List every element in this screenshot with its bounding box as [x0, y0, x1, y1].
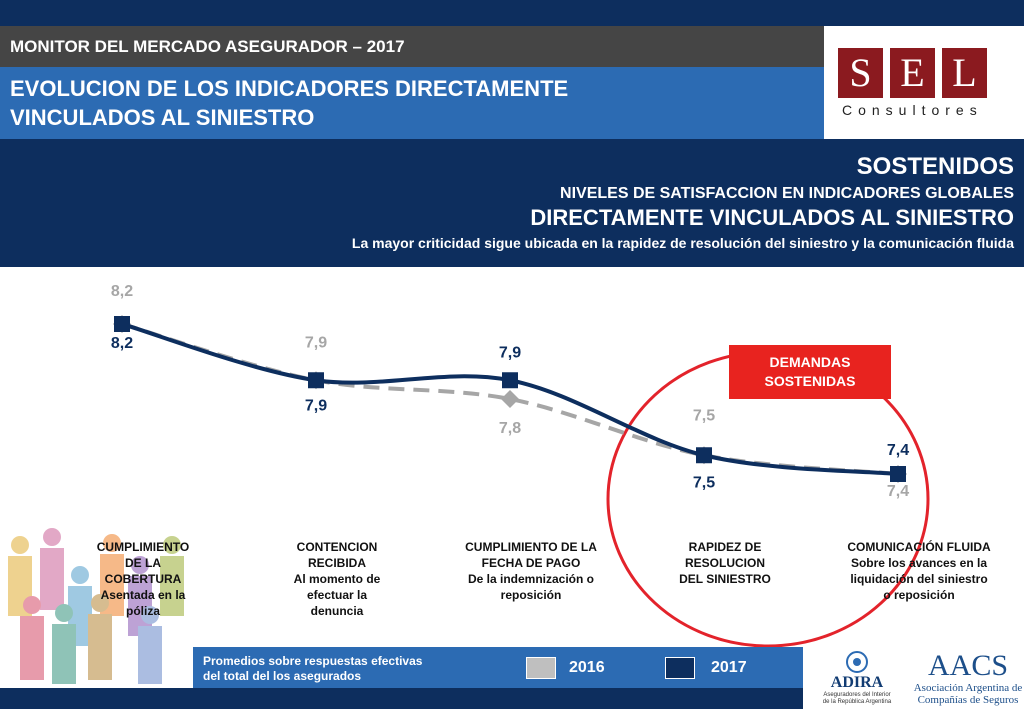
aacs-name: AACS: [927, 649, 1009, 682]
category-label-1: CONTENCION RECIBIDA Al momento de efectuar …: [252, 539, 422, 619]
logo-letter-l: L: [942, 48, 987, 98]
category-label-2-line-1: FECHA DE PAGO: [481, 556, 581, 570]
category-label-0-line-3: Asentada en la: [100, 588, 186, 602]
data-label-2017-3: 7,5: [693, 474, 715, 491]
data-label-2016-0: 8,2: [111, 283, 133, 300]
category-label-0-line-4: póliza: [125, 604, 160, 618]
logo-letter-s: S: [838, 48, 883, 98]
data-label-2017-1: 7,9: [305, 397, 327, 414]
adira-logo: ADIRA Aseguradores del Interior de la Re…: [812, 650, 902, 706]
legend-swatch-2017: [665, 657, 695, 679]
section-title-line2: VINCULADOS AL SINIESTRO: [10, 105, 315, 130]
category-label-2-line-3: reposición: [500, 588, 562, 602]
category-label-3-line-1: RESOLUCION: [684, 556, 765, 570]
category-label-3-line-2: DEL SINIESTRO: [679, 572, 771, 586]
category-label-1-line-1: RECIBIDA: [307, 556, 366, 570]
demand-callout: DEMANDAS SOSTENIDAS: [729, 345, 891, 399]
footer-note: Promedios sobre respuestas efectivas del…: [203, 654, 422, 684]
category-label-0: CUMPLIMIENTO DE LA COBERTURA Asentada en la…: [58, 539, 228, 619]
data-label-2017-4: 7,4: [887, 442, 909, 459]
adira-sub2: de la República Argentina: [822, 699, 892, 705]
legend-label-2016: 2016: [569, 659, 605, 676]
aacs-sub1: Asociación Argentina de: [913, 682, 1023, 694]
marker-2017-4: [890, 466, 906, 482]
category-label-3-line-0: RAPIDEZ DE: [688, 540, 762, 554]
adira-sub1: Aseguradores del Interior: [823, 692, 891, 698]
category-label-1-line-3: efectuar la: [306, 588, 368, 602]
top-strip: [0, 0, 1024, 26]
category-label-2: CUMPLIMIENTO DE LA FECHA DE PAGO De la ind…: [446, 539, 616, 603]
marker-2017-3: [696, 447, 712, 464]
aacs-sub2: Compañías de Seguros: [917, 694, 1019, 706]
demand-callout-line1: DEMANDAS: [769, 354, 851, 370]
people-illustration: [8, 528, 184, 684]
category-label-0-line-1: DE LA: [125, 556, 161, 570]
category-label-0-line-0: CUMPLIMIENTO: [96, 540, 190, 554]
logo-letter-e: E: [890, 48, 935, 98]
bottom-strip: [0, 688, 803, 709]
category-label-4-line-1: Sobre los avances en la: [850, 556, 988, 570]
legend-label-2017: 2017: [711, 659, 747, 676]
adira-emblem-icon: [846, 651, 868, 673]
category-label-2-line-0: CUMPLIMIENTO DE LA: [465, 540, 597, 554]
data-label-2016-3: 7,5: [693, 407, 715, 424]
data-label-2016-4: 7,4: [887, 483, 909, 500]
footer-note-line2: del total del los asegurados: [203, 669, 362, 683]
marker-2017-2: [502, 372, 518, 389]
adira-name: ADIRA: [830, 674, 884, 691]
marker-2016-2: [501, 390, 519, 408]
marker-2017-0: [114, 316, 130, 332]
category-label-0-line-2: COBERTURA: [104, 572, 182, 586]
summary-panel: SOSTENIDOS NIVELES DE SATISFACCION EN IN…: [0, 139, 1024, 267]
legend-swatch-2016: [526, 657, 556, 679]
summary-line2: NIVELES DE SATISFACCION EN INDICADORES G…: [560, 185, 1014, 202]
aacs-logo: AACS Asociación Argentina de Compañías d…: [912, 649, 1024, 707]
category-label-4-line-0: COMUNICACIÓN FLUIDA: [847, 540, 991, 554]
category-label-1-line-4: denuncia: [310, 604, 364, 618]
data-label-2016-1: 7,9: [305, 334, 327, 351]
footer-legend-bar: Promedios sobre respuestas efectivas del…: [193, 647, 803, 688]
sel-logo: S E L Consultores: [824, 26, 1024, 139]
marker-2017-1: [308, 372, 324, 389]
category-label-4: COMUNICACIÓN FLUIDA Sobre los avances en …: [834, 539, 1004, 603]
summary-line4: La mayor criticidad sigue ubicada en la …: [351, 235, 1014, 251]
data-label-2016-2: 7,8: [499, 420, 521, 437]
logo-subtitle: Consultores: [842, 102, 983, 118]
section-title: EVOLUCION DE LOS INDICADORES DIRECTAMENT…: [0, 67, 824, 139]
category-label-2-line-2: De la indemnización o: [467, 572, 595, 586]
footer-note-line1: Promedios sobre respuestas efectivas: [203, 654, 423, 668]
data-label-2017-0: 8,2: [111, 335, 133, 352]
data-label-2017-2: 7,9: [499, 344, 521, 361]
summary-headline: SOSTENIDOS: [856, 153, 1014, 180]
section-title-line1: EVOLUCION DE LOS INDICADORES DIRECTAMENT…: [10, 76, 569, 101]
category-label-4-line-3: o reposición: [883, 588, 955, 602]
demand-callout-line2: SOSTENIDAS: [764, 373, 856, 389]
category-label-3: RAPIDEZ DE RESOLUCION DEL SINIESTRO: [640, 539, 810, 587]
category-label-1-line-0: CONTENCION: [296, 540, 378, 554]
category-label-1-line-2: Al momento de: [293, 572, 381, 586]
summary-line3: DIRECTAMENTE VINCULADOS AL SINIESTRO: [530, 205, 1014, 230]
monitor-title: MONITOR DEL MERCADO ASEGURADOR – 2017: [0, 26, 824, 67]
category-label-4-line-2: liquidación del siniestro: [850, 572, 988, 586]
